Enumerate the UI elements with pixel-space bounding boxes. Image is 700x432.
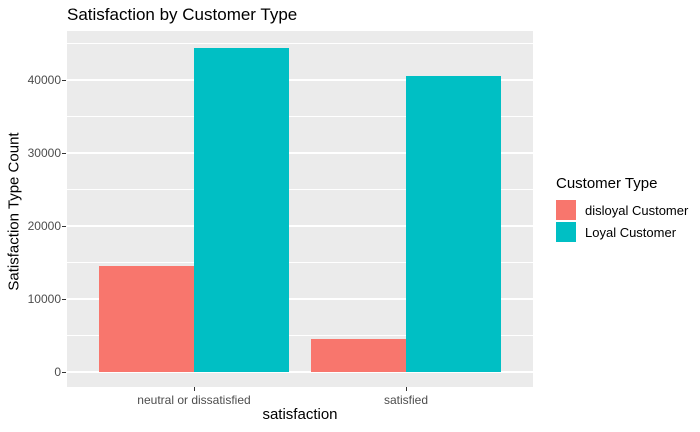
y-tick-label-40000: 40000 xyxy=(27,73,61,87)
legend-item-loyal-customer: Loyal Customer xyxy=(556,222,688,242)
gridline-major-40000 xyxy=(67,79,533,81)
gridline-major-10000 xyxy=(67,298,533,300)
y-tick-label-20000: 20000 xyxy=(27,219,61,233)
bar-loyal-customer-neutral-or-dissatisfied xyxy=(194,47,289,372)
legend-items: disloyal Customer Loyal Customer xyxy=(556,200,688,242)
legend-item-disloyal-customer: disloyal Customer xyxy=(556,200,688,220)
x-tick-mark-satisfied xyxy=(406,387,407,391)
legend-title: Customer Type xyxy=(556,175,658,192)
bar-loyal-customer-satisfied xyxy=(406,76,501,372)
plot-panel xyxy=(67,31,533,387)
y-tick-mark-40000 xyxy=(62,80,66,81)
x-tick-mark-neutral-or-dissatisfied xyxy=(194,387,195,391)
gridline-minor-5000 xyxy=(67,335,533,336)
bar-disloyal-customer-neutral-or-dissatisfied xyxy=(99,266,194,372)
chart-title: Satisfaction by Customer Type xyxy=(67,5,298,24)
gridline-minor-25000 xyxy=(67,189,533,190)
bar-disloyal-customer-satisfied xyxy=(311,339,406,372)
x-tick-label-neutral-or-dissatisfied: neutral or dissatisfied xyxy=(137,393,251,407)
x-axis-title: satisfaction xyxy=(262,406,338,423)
gridline-major-0 xyxy=(67,371,533,373)
y-tick-mark-10000 xyxy=(62,299,66,300)
gridline-major-30000 xyxy=(67,152,533,154)
gridline-major-20000 xyxy=(67,225,533,227)
y-tick-mark-0 xyxy=(62,372,66,373)
y-tick-label-30000: 30000 xyxy=(27,146,61,160)
legend-key-loyal-customer xyxy=(556,222,576,242)
y-tick-mark-30000 xyxy=(62,153,66,154)
legend-label-loyal-customer: Loyal Customer xyxy=(585,224,677,240)
legend-label-disloyal-customer: disloyal Customer xyxy=(585,202,689,218)
legend: Customer Type disloyal Customer Loyal Cus… xyxy=(556,175,688,244)
x-tick-label-satisfied: satisfied xyxy=(383,393,429,407)
legend-key-disloyal-customer xyxy=(556,200,576,220)
gridline-minor-45000 xyxy=(67,43,533,44)
y-tick-mark-20000 xyxy=(62,226,66,227)
gridline-minor-35000 xyxy=(67,116,533,117)
y-tick-label-10000: 10000 xyxy=(27,292,61,306)
gridline-minor-15000 xyxy=(67,262,533,263)
y-tick-label-0: 0 xyxy=(54,365,61,379)
